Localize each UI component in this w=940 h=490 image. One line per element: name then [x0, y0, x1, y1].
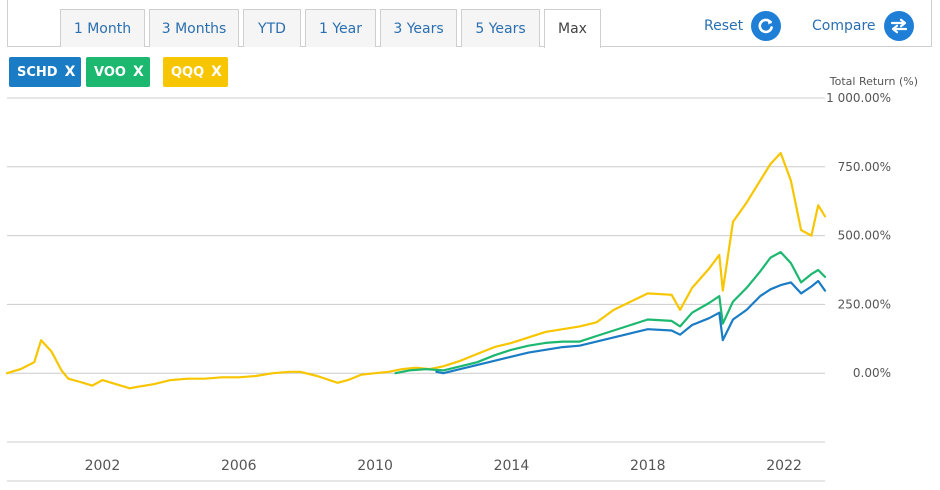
- x-axis-ticks: 2002 2006 2010 2014 2018 2022: [85, 458, 802, 474]
- x-tick-label: 2006: [221, 458, 257, 474]
- range-tab-bar: 1 Month 3 Months YTD 1 Year 3 Years 5 Ye…: [0, 0, 940, 48]
- series-lines: [5, 151, 827, 390]
- remove-ticker-icon[interactable]: X: [64, 64, 76, 80]
- y-axis-title: Total Return (%): [829, 75, 918, 88]
- compare-label: Compare: [812, 18, 876, 34]
- y-tick-label: 500.00%: [838, 229, 891, 243]
- y-tick-label: 1 000.00%: [826, 91, 891, 105]
- remove-ticker-icon[interactable]: X: [211, 64, 222, 80]
- y-tick-label: 750.00%: [838, 160, 891, 174]
- ticker-chip-schd[interactable]: SCHD X: [9, 57, 82, 87]
- x-tick-label: 2002: [85, 458, 121, 474]
- series-line-schd: [435, 279, 827, 375]
- reset-label: Reset: [704, 18, 744, 34]
- x-tick-label: 2018: [630, 458, 666, 474]
- tab-1-month[interactable]: 1 Month: [60, 9, 145, 47]
- remove-ticker-icon[interactable]: X: [132, 64, 144, 80]
- ticker-chip-voo[interactable]: VOO X: [86, 57, 150, 87]
- compare-button[interactable]: Compare: [812, 9, 914, 43]
- tab-5-years[interactable]: 5 Years: [461, 9, 540, 47]
- refresh-icon: [751, 11, 782, 41]
- ticker-symbol: QQQ: [171, 64, 205, 80]
- reset-button[interactable]: Reset: [704, 9, 782, 43]
- grid-lines: [7, 97, 825, 482]
- x-tick-label: 2010: [357, 458, 393, 474]
- y-axis-ticks: 0.00% 250.00% 500.00% 750.00% 1 000.00%: [826, 91, 891, 380]
- ticker-chip-qqq[interactable]: QQQ X: [163, 57, 228, 87]
- tab-max[interactable]: Max: [544, 9, 601, 48]
- series-line-qqq: [5, 151, 827, 390]
- swap-arrows-icon: [883, 11, 914, 41]
- ticker-symbol: SCHD: [17, 64, 58, 80]
- series-line-voo: [394, 251, 827, 375]
- y-tick-label: 250.00%: [838, 297, 891, 311]
- tab-ytd[interactable]: YTD: [243, 9, 301, 47]
- x-tick-label: 2022: [766, 458, 802, 474]
- tab-3-months[interactable]: 3 Months: [149, 9, 239, 47]
- ticker-symbol: VOO: [94, 64, 126, 80]
- tab-3-years[interactable]: 3 Years: [380, 9, 457, 47]
- tab-1-year[interactable]: 1 Year: [305, 9, 376, 47]
- x-tick-label: 2014: [494, 458, 530, 474]
- y-tick-label: 0.00%: [853, 366, 891, 380]
